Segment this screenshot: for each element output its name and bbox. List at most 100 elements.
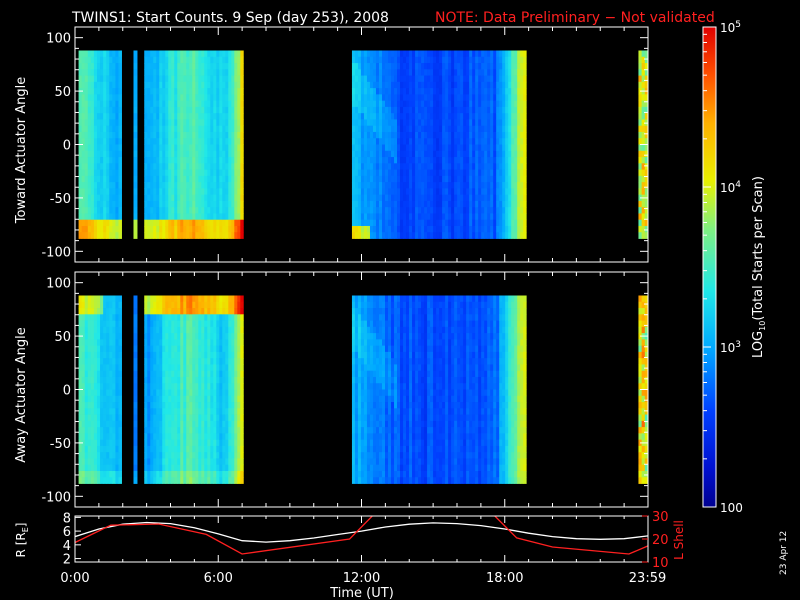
heatmap-cell (207, 213, 211, 221)
heatmap-cell (415, 150, 419, 158)
heatmap-cell (201, 100, 205, 108)
heatmap-cell (153, 351, 157, 359)
heatmap-cell (448, 194, 452, 202)
heatmap-cell (219, 50, 223, 58)
heatmap-cell (397, 88, 401, 95)
heatmap-cell (430, 150, 434, 158)
heatmap-cell (508, 88, 512, 95)
heatmap-cell (372, 119, 377, 127)
heatmap-cell (520, 106, 524, 114)
heatmap-cell (118, 452, 122, 459)
heatmap-cell (207, 88, 211, 95)
heatmap-cell (192, 477, 196, 484)
heatmap-cell (177, 470, 181, 478)
heatmap-cell (240, 113, 244, 120)
heatmap-cell (427, 119, 431, 127)
heatmap-cell (484, 207, 488, 214)
heatmap-cell (357, 345, 362, 353)
heatmap-cell (448, 150, 452, 158)
heatmap-cell (183, 169, 187, 177)
heatmap-cell (165, 219, 169, 227)
heatmap-cell (360, 188, 365, 196)
heatmap-cell (198, 182, 202, 189)
heatmap-cell (87, 194, 92, 202)
heatmap-cell (81, 69, 86, 76)
heatmap-cell (457, 200, 461, 208)
heatmap-cell (147, 131, 151, 139)
heatmap-cell (514, 182, 518, 189)
heatmap-cell (133, 445, 138, 453)
heatmap-cell (237, 389, 241, 397)
heatmap-cell (360, 408, 365, 415)
heatmap-cell (502, 119, 506, 127)
heatmap-cell (171, 314, 175, 321)
heatmap-cell (424, 169, 428, 177)
heatmap-cell (207, 320, 211, 328)
heatmap-cell (493, 63, 497, 70)
heatmap-cell (363, 194, 368, 202)
heatmap-cell (436, 69, 440, 76)
heatmap-cell (97, 301, 101, 309)
heatmap-cell (225, 50, 229, 58)
heatmap-cell (159, 207, 163, 214)
heatmap-cell (204, 439, 208, 447)
heatmap-cell (118, 339, 122, 347)
heatmap-cell (499, 225, 503, 233)
heatmap-cell (81, 433, 86, 441)
heatmap-cell (487, 150, 491, 158)
heatmap-cell (454, 157, 458, 164)
heatmap-cell (638, 50, 643, 58)
heatmap-cell (234, 175, 238, 183)
heatmap-cell (234, 439, 238, 447)
heatmap-cell (90, 333, 95, 340)
heatmap-cell (165, 150, 169, 158)
heatmap-cell (106, 119, 110, 127)
heatmap-cell (421, 94, 425, 102)
heatmap-cell (103, 138, 107, 145)
heatmap-cell (475, 200, 479, 208)
heatmap-cell (403, 50, 407, 58)
heatmap-cell (180, 458, 184, 466)
heatmap-cell (189, 50, 193, 58)
heatmap-cell (454, 182, 458, 189)
heatmap-cell (153, 207, 157, 214)
heatmap-cell (369, 169, 374, 177)
heatmap-cell (430, 106, 434, 114)
heatmap-cell (484, 113, 488, 120)
heatmap-cell (144, 458, 148, 466)
heatmap-cell (363, 157, 368, 164)
heatmap-cell (201, 376, 205, 384)
heatmap-cell (357, 163, 362, 170)
heatmap-cell (351, 194, 356, 202)
heatmap-cell (360, 376, 365, 384)
heatmap-cell (466, 113, 470, 120)
heatmap-cell (490, 94, 494, 102)
heatmap-cell (457, 163, 461, 170)
heatmap-cell (204, 125, 208, 133)
heatmap-cell (87, 470, 92, 478)
heatmap-cell (421, 56, 425, 64)
heatmap-cell (360, 144, 365, 152)
heatmap-cell (216, 69, 220, 76)
heatmap-cell (363, 131, 368, 139)
heatmap-cell (240, 100, 244, 108)
heatmap-cell (84, 232, 89, 239)
heatmap-cell (159, 339, 163, 347)
heatmap-cell (231, 326, 235, 334)
heatmap-cell (433, 113, 437, 120)
heatmap-cell (153, 295, 157, 303)
heatmap-cell (357, 157, 362, 164)
heatmap-cell (391, 194, 395, 202)
heatmap-cell (216, 144, 220, 152)
heatmap-cell (213, 131, 217, 139)
heatmap-cell (87, 383, 92, 390)
heatmap-cell (397, 63, 401, 70)
heatmap-cell (496, 88, 500, 95)
heatmap-cell (514, 100, 518, 108)
heatmap-cell (87, 157, 92, 164)
heatmap-cell (133, 163, 138, 170)
heatmap-cell (174, 100, 178, 108)
heatmap-cell (511, 50, 515, 58)
heatmap-cell (228, 100, 232, 108)
heatmap-cell (234, 125, 238, 133)
